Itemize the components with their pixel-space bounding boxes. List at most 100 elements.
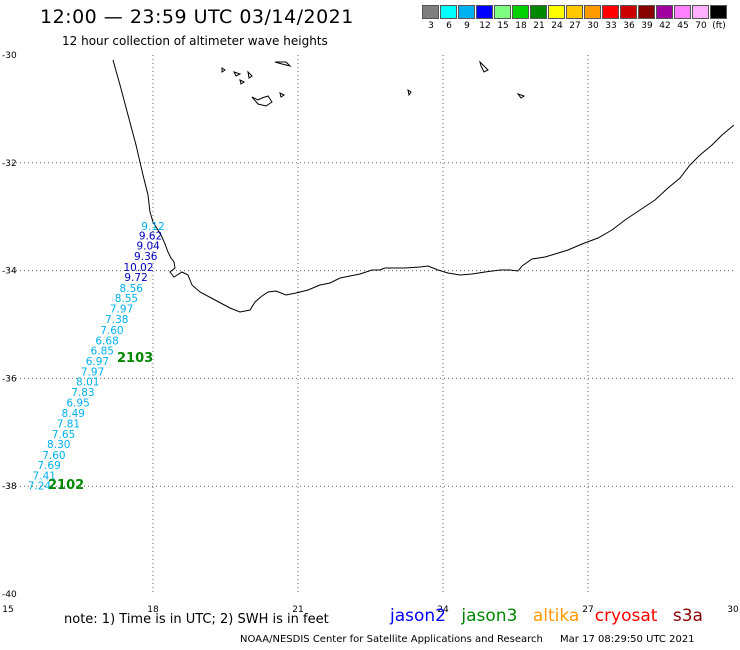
offshore-island-5 xyxy=(251,95,273,107)
color-scale-label: 3 xyxy=(428,21,434,31)
satellite-legend: jason2 jason3 altika cryosat s3a xyxy=(390,606,713,626)
lon-tick-label: 27 xyxy=(582,605,593,615)
lon-tick-label: 30 xyxy=(727,605,739,615)
offshore-island-6 xyxy=(274,61,292,67)
wave-height-reading: 9.12 xyxy=(141,221,164,233)
satellite-cryosat: cryosat xyxy=(594,606,658,626)
color-scale-label: 24 xyxy=(551,21,563,31)
color-swatch xyxy=(476,5,493,19)
satellite-jason2: jason2 xyxy=(390,606,446,626)
lat-tick-label: -32 xyxy=(2,159,17,169)
color-swatch xyxy=(566,5,583,19)
color-swatch xyxy=(548,5,565,19)
wave-height-reading: 7.65 xyxy=(52,429,75,441)
lat-tick-label: -38 xyxy=(2,482,17,492)
lat-tick-label: -34 xyxy=(2,267,17,277)
wave-height-reading: 7.69 xyxy=(37,460,60,472)
wave-height-reading: 6.95 xyxy=(66,398,89,410)
wave-height-reading: 7.38 xyxy=(105,314,128,326)
offshore-island-7 xyxy=(279,92,285,98)
color-swatch xyxy=(656,5,673,19)
color-scale-label: 42 xyxy=(659,21,671,31)
footer-timestamp: Mar 17 08:29:50 UTC 2021 xyxy=(560,634,695,645)
color-swatch xyxy=(530,5,547,19)
color-scale-label: 12 xyxy=(479,21,491,31)
lat-tick-label: -30 xyxy=(2,51,17,61)
wave-height-reading: 8.30 xyxy=(47,439,70,451)
offshore-island-2 xyxy=(233,71,242,77)
map-title: 12:00 — 23:59 UTC 03/14/2021 xyxy=(40,6,354,28)
offshore-island-1 xyxy=(221,67,226,73)
wave-height-reading: 6.68 xyxy=(95,336,118,348)
graticule: 15 18 21 24 27 30 -30 -32 -34 -36 -38 -40 xyxy=(2,51,739,615)
color-swatch xyxy=(692,5,709,19)
color-scale-labels: 3 6 9 12 15 18 21 24 27 30 33 36 39 42 45 70 (ft) xyxy=(422,21,728,31)
color-swatch xyxy=(674,5,691,19)
color-scale-label: 45 xyxy=(677,21,689,31)
wave-height-reading: 7.83 xyxy=(71,387,94,399)
wave-height-reading: 7.41 xyxy=(33,470,56,482)
color-scale-label: (ft) xyxy=(712,21,726,31)
wave-height-reading: 7.97 xyxy=(110,303,133,315)
satellite-altika: altika xyxy=(532,606,580,626)
coastline xyxy=(112,59,735,313)
color-scale-label: 36 xyxy=(623,21,635,31)
lon-tick-label: 18 xyxy=(147,605,159,615)
offshore-island-3 xyxy=(247,70,253,79)
color-swatch xyxy=(422,5,439,19)
south-africa-coastline xyxy=(112,59,735,313)
color-swatch xyxy=(584,5,601,19)
color-scale-label: 6 xyxy=(446,21,452,31)
wave-height-reading: 7.24 xyxy=(28,481,52,493)
wave-height-reading: 7.81 xyxy=(57,419,80,431)
offshore-island-9 xyxy=(479,60,489,73)
wave-height-reading: 6.97 xyxy=(86,356,109,368)
wave-height-reading: 7.97 xyxy=(81,366,104,378)
color-scale-label: 70 xyxy=(695,21,707,31)
track-label-2103: 2103 xyxy=(117,351,153,366)
track-label-2102: 2102 xyxy=(48,478,84,493)
wave-height-reading: 9.62 xyxy=(139,231,162,243)
wave-height-reading: 8.56 xyxy=(120,283,144,295)
wave-height-readings: 9.129.629.049.3610.029.728.568.557.977.3… xyxy=(28,221,165,493)
offshore-island-4 xyxy=(239,79,245,85)
wave-height-reading: 7.60 xyxy=(100,325,123,337)
wave-height-reading: 9.04 xyxy=(136,240,160,252)
lon-tick-label: 24 xyxy=(437,605,449,615)
wave-height-reading: 8.49 xyxy=(62,408,85,420)
footer: NOAA/NESDIS Center for Satellite Applica… xyxy=(240,634,695,645)
wave-height-reading: 7.60 xyxy=(42,450,65,462)
wave-height-reading: 8.55 xyxy=(115,293,138,305)
color-swatch xyxy=(512,5,529,19)
color-swatch xyxy=(602,5,619,19)
color-scale-label: 21 xyxy=(533,21,545,31)
color-scale-swatches xyxy=(422,5,728,19)
wave-height-reading: 6.85 xyxy=(91,345,114,357)
color-swatch xyxy=(620,5,637,19)
color-scale-label: 9 xyxy=(464,21,470,31)
lat-tick-label: -40 xyxy=(2,590,17,600)
color-swatch xyxy=(638,5,655,19)
color-scale-label: 33 xyxy=(605,21,617,31)
color-swatch xyxy=(494,5,511,19)
satellite-s3a: s3a xyxy=(672,606,703,626)
color-scale-label: 39 xyxy=(641,21,653,31)
lat-tick-label: -36 xyxy=(2,374,17,384)
color-scale-label: 27 xyxy=(569,21,581,31)
lon-tick-label: 15 xyxy=(2,605,13,615)
units-note: note: 1) Time is in UTC; 2) SWH is in fe… xyxy=(64,612,329,627)
offshore-island-8 xyxy=(407,88,412,97)
color-scale-label: 18 xyxy=(515,21,527,31)
color-swatch xyxy=(440,5,457,19)
map-subtitle: 12 hour collection of altimeter wave hei… xyxy=(62,34,328,48)
wave-height-reading: 10.02 xyxy=(123,262,153,274)
wave-height-reading: 9.72 xyxy=(124,272,147,284)
offshore-island-10 xyxy=(516,93,526,99)
satellite-jason3: jason3 xyxy=(461,606,518,626)
wave-height-reading: 8.01 xyxy=(76,377,99,389)
wave-height-reading: 9.36 xyxy=(134,251,158,263)
color-swatch xyxy=(458,5,475,19)
color-swatch xyxy=(710,5,727,19)
color-scale-label: 15 xyxy=(497,21,509,31)
